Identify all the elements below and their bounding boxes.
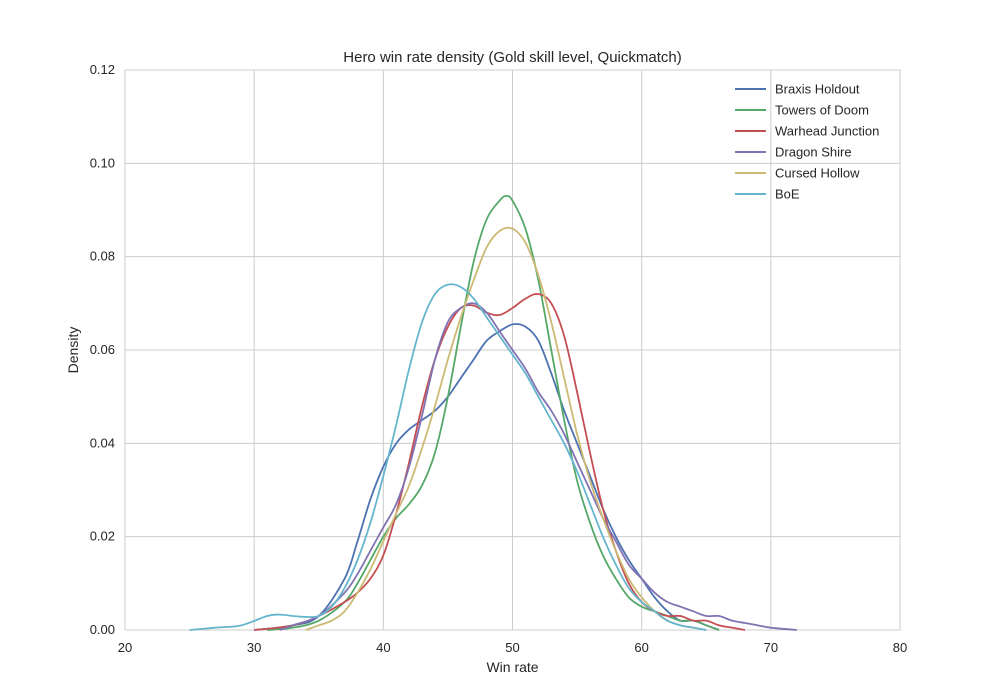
x-tick-label: 50 [505, 640, 519, 655]
x-tick-label: 20 [118, 640, 132, 655]
legend-label-towers-of-doom: Towers of Doom [775, 103, 869, 118]
x-tick-label: 60 [634, 640, 648, 655]
y-tick-label: 0.10 [90, 155, 115, 170]
series-line-braxis-holdout [254, 323, 720, 631]
x-tick-label: 30 [247, 640, 261, 655]
legend-label-warhead-junction: Warhead Junction [775, 124, 879, 139]
series-lines [189, 195, 797, 631]
series-line-cursed-hollow [305, 226, 707, 631]
y-tick-label: 0.08 [90, 249, 115, 264]
x-tick-label: 70 [764, 640, 778, 655]
y-tick-labels: 0.00 0.02 0.04 0.06 0.08 0.10 0.12 [90, 62, 115, 637]
y-axis-label: Density [65, 327, 81, 374]
chart-title: Hero win rate density (Gold skill level,… [343, 49, 681, 66]
series-line-dragon-shire [279, 302, 797, 631]
y-tick-label: 0.12 [90, 62, 115, 77]
legend-label-dragon-shire: Dragon Shire [775, 145, 852, 160]
y-tick-label: 0.00 [90, 622, 115, 637]
y-tick-label: 0.04 [90, 435, 115, 450]
legend: Braxis Holdout Towers of Doom Warhead Junc… [735, 82, 879, 202]
x-tick-label: 80 [893, 640, 907, 655]
y-tick-label: 0.02 [90, 529, 115, 544]
x-axis-label: Win rate [486, 659, 538, 675]
x-tick-labels: 20 30 40 50 60 70 80 [118, 640, 907, 655]
legend-label-braxis-holdout: Braxis Holdout [775, 82, 860, 97]
y-tick-label: 0.06 [90, 342, 115, 357]
series-line-warhead-junction [254, 292, 746, 631]
series-line-boe [189, 283, 707, 631]
legend-label-boe: BoE [775, 187, 800, 202]
x-tick-label: 40 [376, 640, 390, 655]
legend-label-cursed-hollow: Cursed Hollow [775, 166, 860, 181]
plot-frame [124, 69, 901, 631]
series-line-towers-of-doom [266, 195, 720, 631]
